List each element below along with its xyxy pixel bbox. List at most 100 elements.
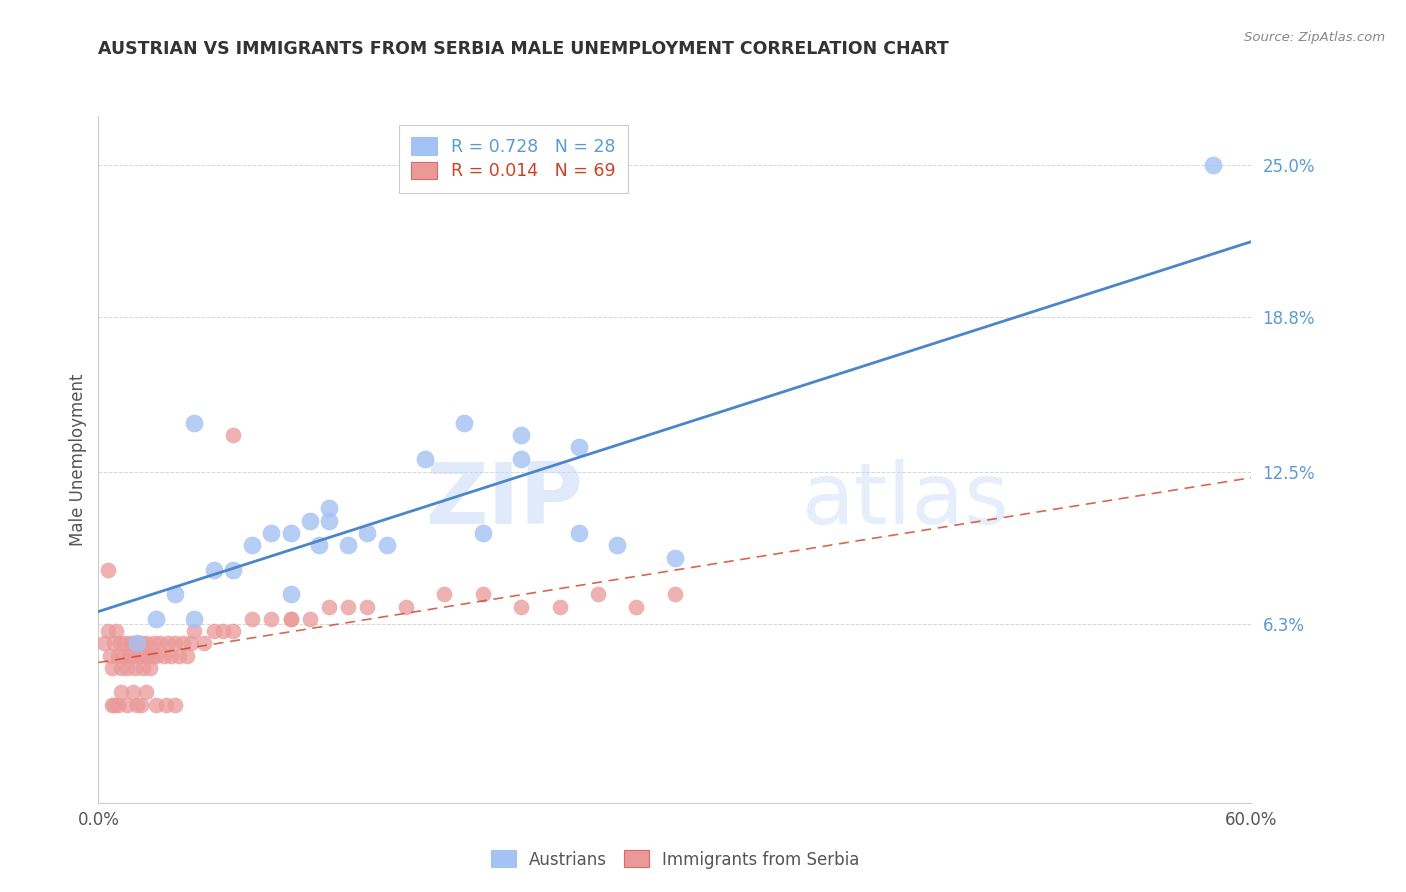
Point: [260, 526, 283, 541]
Point: [125, 636, 148, 650]
Point: [120, 636, 142, 650]
Point: [298, 514, 321, 528]
Point: [135, 685, 157, 699]
Point: [548, 599, 571, 614]
Point: [165, 636, 187, 650]
Point: [125, 636, 148, 650]
Point: [395, 599, 418, 614]
Point: [101, 661, 124, 675]
Point: [97, 563, 120, 577]
Point: [510, 599, 533, 614]
Point: [124, 661, 146, 675]
Point: [97, 624, 120, 639]
Point: [260, 612, 283, 626]
Point: [183, 612, 205, 626]
Point: [103, 636, 125, 650]
Point: [280, 612, 302, 626]
Point: [471, 587, 494, 601]
Point: [240, 538, 263, 552]
Point: [318, 514, 340, 528]
Legend: Austrians, Immigrants from Serbia: Austrians, Immigrants from Serbia: [482, 842, 868, 877]
Point: [149, 636, 172, 650]
Point: [183, 416, 205, 430]
Point: [110, 685, 132, 699]
Point: [110, 661, 132, 675]
Point: [138, 648, 160, 663]
Point: [135, 636, 157, 650]
Point: [131, 661, 153, 675]
Point: [606, 538, 628, 552]
Point: [167, 648, 190, 663]
Point: [568, 440, 591, 454]
Point: [122, 648, 145, 663]
Point: [664, 587, 686, 601]
Point: [112, 648, 135, 663]
Point: [129, 636, 152, 650]
Point: [114, 636, 136, 650]
Point: [318, 501, 340, 516]
Point: [664, 550, 686, 565]
Point: [1202, 158, 1225, 172]
Point: [117, 661, 138, 675]
Point: [139, 661, 162, 675]
Point: [103, 698, 125, 712]
Point: [280, 526, 302, 541]
Point: [155, 698, 177, 712]
Text: atlas: atlas: [801, 459, 1010, 542]
Point: [152, 648, 174, 663]
Point: [93, 636, 115, 650]
Point: [143, 636, 166, 650]
Point: [222, 624, 245, 639]
Point: [453, 416, 475, 430]
Point: [626, 599, 648, 614]
Point: [280, 587, 302, 601]
Point: [118, 648, 141, 663]
Point: [145, 648, 167, 663]
Point: [568, 526, 591, 541]
Point: [318, 599, 340, 614]
Point: [156, 636, 179, 650]
Point: [145, 612, 167, 626]
Point: [280, 612, 302, 626]
Point: [413, 452, 436, 467]
Point: [107, 698, 129, 712]
Point: [356, 599, 378, 614]
Point: [183, 624, 205, 639]
Text: Source: ZipAtlas.com: Source: ZipAtlas.com: [1244, 31, 1385, 45]
Point: [510, 452, 533, 467]
Point: [98, 648, 121, 663]
Point: [160, 648, 183, 663]
Point: [107, 648, 129, 663]
Y-axis label: Male Unemployment: Male Unemployment: [69, 373, 87, 546]
Point: [222, 428, 245, 442]
Point: [202, 563, 225, 577]
Point: [212, 624, 235, 639]
Point: [240, 612, 263, 626]
Point: [337, 599, 360, 614]
Point: [128, 648, 150, 663]
Point: [471, 526, 494, 541]
Point: [202, 624, 225, 639]
Point: [117, 698, 138, 712]
Point: [129, 698, 152, 712]
Point: [510, 428, 533, 442]
Point: [180, 636, 202, 650]
Point: [375, 538, 398, 552]
Point: [134, 648, 156, 663]
Point: [222, 563, 245, 577]
Point: [165, 587, 187, 601]
Point: [101, 698, 124, 712]
Point: [176, 648, 198, 663]
Point: [337, 538, 360, 552]
Point: [298, 612, 321, 626]
Point: [356, 526, 378, 541]
Point: [433, 587, 456, 601]
Point: [308, 538, 330, 552]
Point: [122, 685, 145, 699]
Point: [193, 636, 215, 650]
Point: [104, 624, 127, 639]
Point: [586, 587, 609, 601]
Point: [145, 698, 167, 712]
Point: [165, 698, 187, 712]
Text: AUSTRIAN VS IMMIGRANTS FROM SERBIA MALE UNEMPLOYMENT CORRELATION CHART: AUSTRIAN VS IMMIGRANTS FROM SERBIA MALE …: [98, 40, 949, 58]
